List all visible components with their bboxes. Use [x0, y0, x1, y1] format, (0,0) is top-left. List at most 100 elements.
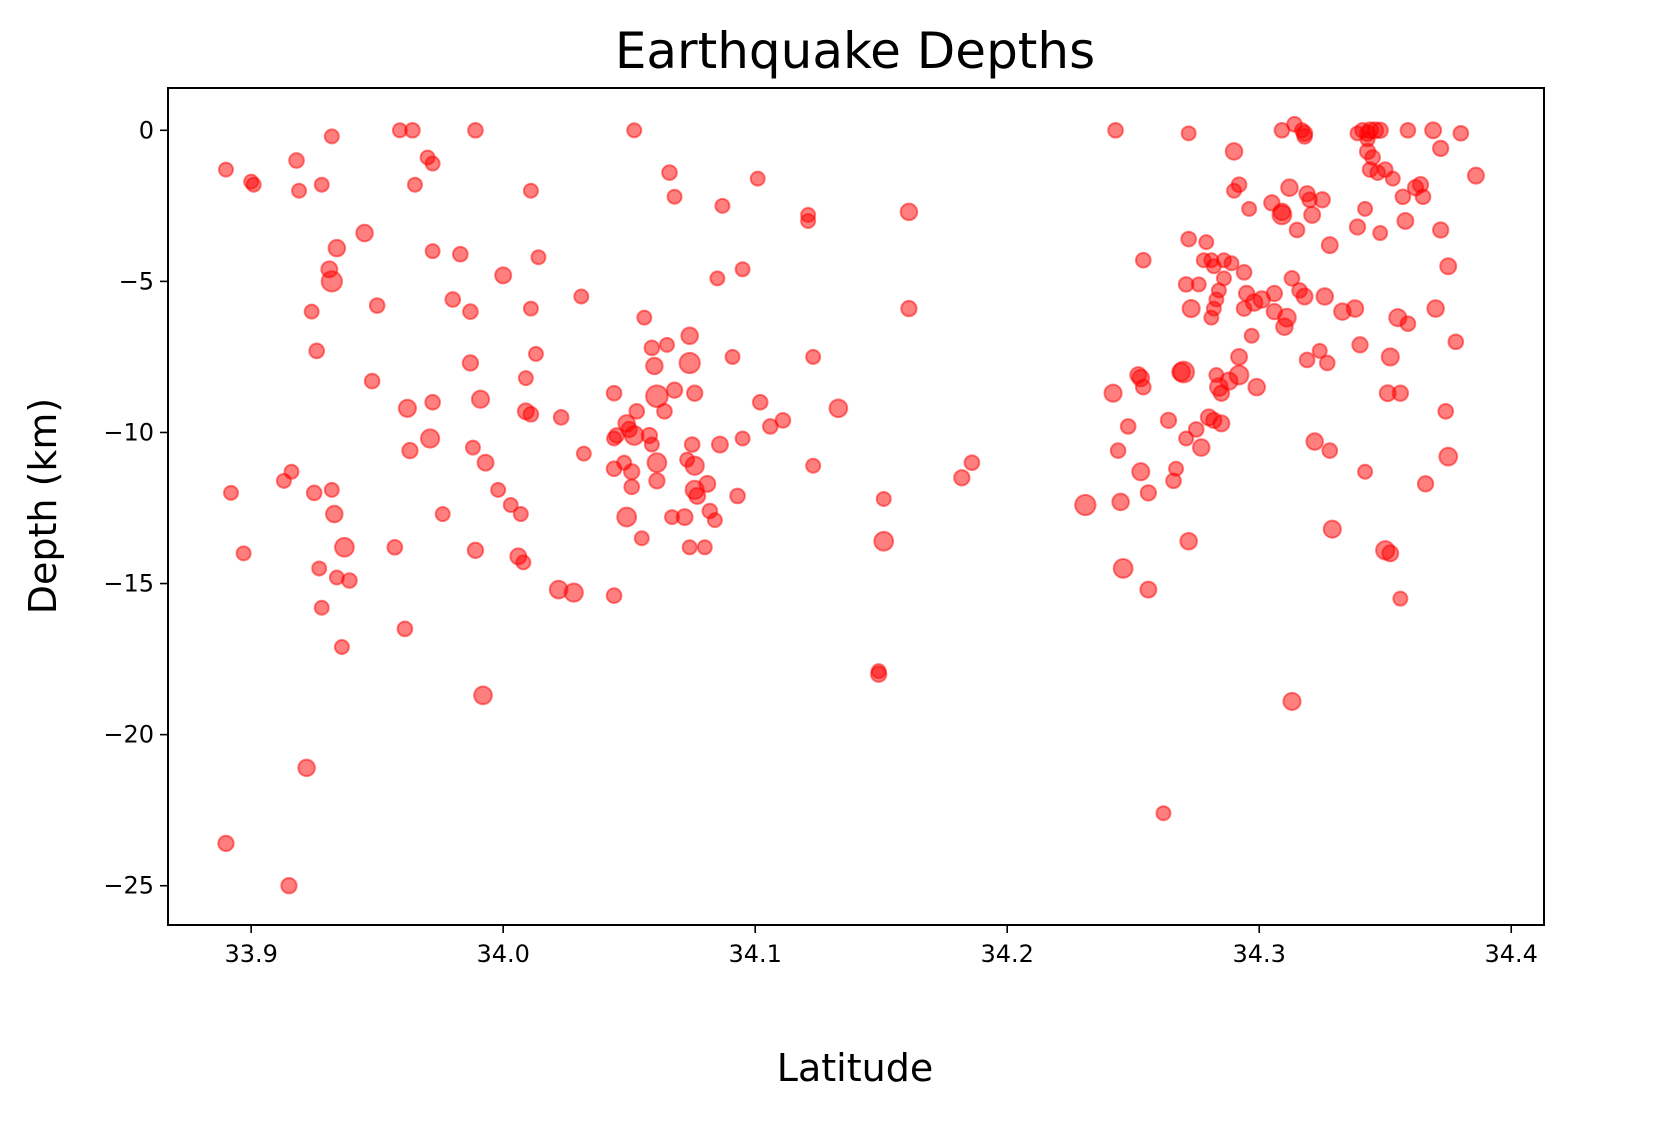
data-point	[645, 356, 664, 376]
data-point	[1139, 580, 1158, 599]
data-point	[709, 270, 726, 287]
data-point	[451, 245, 469, 263]
data-point	[1318, 354, 1336, 372]
y-tick-label: −25	[103, 872, 154, 900]
data-point	[658, 336, 675, 353]
data-point	[1424, 121, 1443, 140]
data-point	[734, 430, 751, 447]
data-point	[623, 478, 641, 496]
data-point	[1198, 234, 1215, 251]
data-point	[467, 121, 484, 139]
data-point	[1392, 590, 1409, 607]
data-point	[1235, 263, 1253, 281]
data-point	[1305, 432, 1324, 451]
data-point	[476, 453, 495, 472]
data-point	[406, 176, 423, 193]
data-point	[714, 197, 731, 214]
data-point	[628, 402, 646, 420]
data-point	[235, 545, 252, 562]
data-point	[1313, 191, 1331, 209]
data-point	[900, 299, 918, 318]
data-point	[1391, 384, 1410, 402]
data-point	[522, 405, 540, 423]
data-point	[341, 572, 358, 589]
data-point	[327, 238, 347, 258]
data-point	[1321, 442, 1339, 459]
data-point	[724, 348, 741, 365]
data-point	[1243, 327, 1260, 344]
data-point	[1320, 236, 1339, 255]
data-point	[1351, 336, 1369, 354]
data-point	[245, 176, 262, 193]
data-point	[875, 490, 892, 507]
data-point	[1180, 230, 1198, 248]
data-point	[661, 164, 678, 181]
data-point	[1190, 276, 1207, 293]
data-point	[502, 496, 519, 513]
data-point	[696, 539, 713, 556]
data-point	[774, 412, 792, 429]
data-point	[1223, 255, 1240, 272]
data-point	[666, 188, 683, 205]
data-point	[623, 463, 641, 481]
data-point	[1381, 544, 1400, 563]
data-point	[646, 452, 668, 474]
data-point	[1357, 463, 1374, 480]
data-point	[1432, 221, 1450, 239]
x-tick-label: 34.3	[1233, 940, 1286, 968]
data-point	[444, 291, 462, 308]
data-point	[1438, 446, 1459, 467]
data-point	[1280, 178, 1299, 197]
data-point	[512, 506, 529, 523]
data-point	[678, 351, 701, 375]
data-point	[217, 834, 235, 853]
data-point	[280, 877, 298, 895]
data-point	[223, 484, 240, 501]
data-point	[1295, 287, 1314, 306]
data-point	[1178, 430, 1195, 447]
data-point	[1187, 421, 1205, 438]
data-point	[1348, 218, 1367, 236]
data-point	[1224, 142, 1244, 161]
data-point	[320, 270, 343, 293]
data-point	[1139, 484, 1158, 502]
data-point	[1416, 475, 1435, 493]
data-point	[643, 339, 661, 357]
data-point	[1247, 377, 1266, 397]
y-tick-label: −15	[103, 570, 154, 598]
data-point	[1414, 188, 1432, 206]
data-point	[325, 504, 344, 524]
data-point	[633, 530, 650, 547]
data-point	[899, 202, 919, 222]
data-point	[1134, 251, 1152, 269]
axis-ticks: 33.9 34.0 34.1 34.2 34.3 34.4 0 −5 −10 −15 −20 −25	[103, 116, 1538, 968]
data-point	[1271, 204, 1293, 226]
data-point	[1131, 462, 1151, 482]
data-point	[323, 481, 340, 498]
data-point	[1345, 299, 1365, 318]
data-point	[648, 472, 666, 490]
data-point	[473, 685, 493, 706]
data-point	[643, 436, 660, 453]
data-point	[305, 484, 323, 502]
data-point	[1159, 411, 1178, 430]
data-point	[334, 536, 355, 558]
data-point	[419, 428, 441, 449]
data-point	[368, 297, 386, 314]
data-point	[710, 435, 729, 454]
data-point	[1230, 347, 1249, 366]
data-point	[1191, 438, 1211, 457]
data-point	[323, 128, 340, 145]
data-point	[462, 303, 479, 320]
data-point	[1277, 307, 1297, 328]
data-point	[466, 541, 485, 559]
data-points	[217, 115, 1485, 895]
x-tick-label: 33.9	[224, 940, 277, 968]
data-point	[873, 530, 895, 552]
data-point	[1180, 125, 1197, 142]
chart-title: Earthquake Depths	[615, 22, 1095, 80]
data-point	[1439, 257, 1458, 276]
y-tick-label: −5	[119, 267, 154, 295]
data-point	[1399, 315, 1417, 333]
